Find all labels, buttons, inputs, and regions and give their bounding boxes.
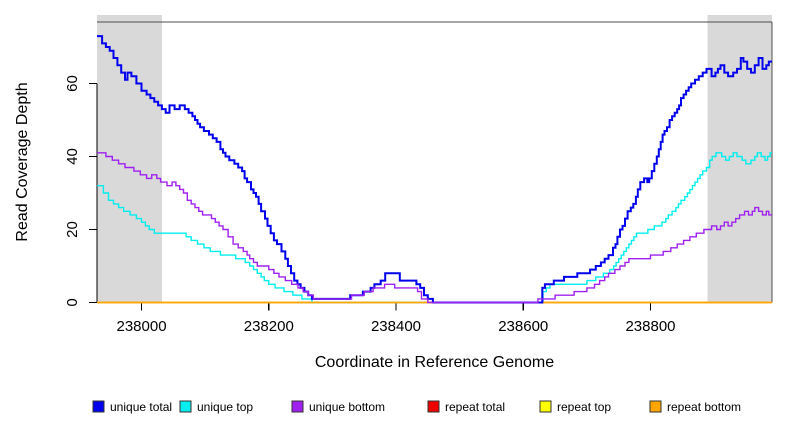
- series-line-unique-bottom: [97, 152, 772, 304]
- series-line-unique-total: [97, 35, 772, 304]
- legend-label-repeat-bottom: repeat bottom: [667, 400, 741, 414]
- legend-label-unique-bottom: unique bottom: [309, 400, 385, 414]
- legend-swatch-repeat-total: [427, 400, 440, 413]
- legend-label-repeat-total: repeat total: [445, 400, 505, 414]
- y-tick-label: 0: [64, 298, 81, 306]
- y-axis-title: Read Coverage Depth: [14, 82, 31, 241]
- shaded-region-left: [97, 15, 162, 303]
- y-tick-label: 60: [64, 75, 81, 92]
- legend-swatch-unique-bottom: [291, 400, 304, 413]
- legend-swatch-repeat-bottom: [649, 400, 662, 413]
- series-line-unique-top: [97, 152, 772, 304]
- y-tick-label: 40: [64, 148, 81, 165]
- legend-swatch-unique-total: [92, 400, 105, 413]
- x-tick-label: 238600: [498, 318, 548, 335]
- legend-label-repeat-top: repeat top: [557, 400, 611, 414]
- x-tick-label: 238000: [117, 318, 167, 335]
- x-axis-title: Coordinate in Reference Genome: [315, 354, 554, 371]
- y-tick-label: 20: [64, 221, 81, 238]
- legend-swatch-repeat-top: [539, 400, 552, 413]
- x-tick-label: 238400: [371, 318, 421, 335]
- legend-label-unique-total: unique total: [110, 400, 172, 414]
- legend-swatch-unique-top: [179, 400, 192, 413]
- legend-label-unique-top: unique top: [197, 400, 253, 414]
- x-tick-label: 238800: [625, 318, 675, 335]
- x-tick-label: 238200: [244, 318, 294, 335]
